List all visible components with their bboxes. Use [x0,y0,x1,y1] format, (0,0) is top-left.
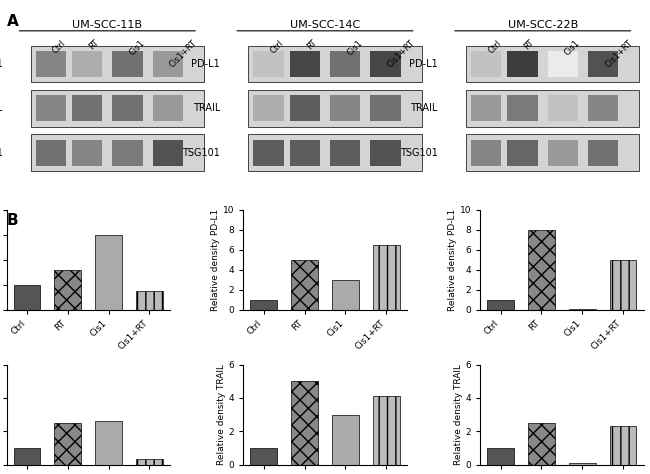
Bar [373,245,400,310]
Text: Cis1+RT: Cis1+RT [385,38,417,69]
Bar [136,291,162,310]
Text: Ctrl: Ctrl [51,38,68,55]
Bar [72,95,102,121]
Bar [528,230,554,310]
Bar [370,140,400,165]
Text: Ctrl: Ctrl [486,38,503,55]
Bar [488,300,514,310]
Bar [508,95,538,121]
Text: PD-L1: PD-L1 [192,59,220,69]
Bar [548,95,578,121]
Text: Cis1+RT: Cis1+RT [603,38,634,69]
Bar [508,140,538,165]
Text: TSG101: TSG101 [182,147,220,157]
Bar [14,448,40,465]
Bar [250,300,277,310]
Y-axis label: Relative density TRAIL: Relative density TRAIL [217,364,226,465]
Text: TSG101: TSG101 [400,147,438,157]
Bar [112,51,142,77]
Bar [488,448,514,465]
Text: TSG101: TSG101 [0,147,3,157]
Bar [471,140,501,165]
Bar [136,459,162,465]
Bar [96,421,122,465]
Bar [36,140,66,165]
Bar [373,396,400,465]
Bar [330,95,360,121]
Bar [291,260,318,310]
Bar [153,51,183,77]
Bar [31,46,204,82]
Bar [332,280,359,310]
Bar [254,51,283,77]
Bar [332,415,359,465]
Bar [291,381,318,465]
Bar [370,51,400,77]
Bar [471,51,501,77]
Bar [290,140,320,165]
Text: Cis1: Cis1 [345,38,364,57]
Text: RT: RT [305,38,318,52]
Bar [96,235,122,310]
Bar [254,95,283,121]
Text: Cis1: Cis1 [127,38,146,57]
Bar [569,463,595,465]
Bar [569,309,595,310]
Text: Cis1: Cis1 [563,38,582,57]
Bar [14,285,40,310]
Bar [588,51,618,77]
Bar [153,140,183,165]
Bar [31,134,204,171]
Bar [55,270,81,310]
Text: A: A [6,14,18,29]
Text: RT: RT [87,38,101,52]
Y-axis label: Relative density PD-L1: Relative density PD-L1 [448,209,457,311]
Bar [248,90,422,127]
Text: RT: RT [523,38,536,52]
Bar [72,51,102,77]
Bar [466,46,640,82]
Y-axis label: Relative density TRAIL: Relative density TRAIL [454,364,463,465]
Bar [588,140,618,165]
Bar [112,140,142,165]
Bar [290,95,320,121]
Bar [112,95,142,121]
Bar [610,426,636,465]
Bar [330,140,360,165]
Bar [250,448,277,465]
Bar [610,260,636,310]
Bar [548,140,578,165]
Bar [330,51,360,77]
Bar [290,51,320,77]
Text: TRAIL: TRAIL [0,103,3,113]
Bar [36,95,66,121]
Text: TRAIL: TRAIL [411,103,438,113]
Bar [153,95,183,121]
Bar [528,423,554,465]
Bar [55,423,81,465]
Bar [248,46,422,82]
Bar [31,90,204,127]
Bar [248,134,422,171]
Bar [72,140,102,165]
Text: B: B [6,213,18,228]
Bar [36,51,66,77]
Text: UM-SCC-22B: UM-SCC-22B [508,20,578,30]
Y-axis label: Relative density PD-L1: Relative density PD-L1 [211,209,220,311]
Text: PD-L1: PD-L1 [0,59,3,69]
Bar [588,95,618,121]
Text: PD-L1: PD-L1 [409,59,438,69]
Text: UM-SCC-11B: UM-SCC-11B [72,20,142,30]
Text: Ctrl: Ctrl [268,38,285,55]
Text: UM-SCC-14C: UM-SCC-14C [290,20,360,30]
Bar [370,95,400,121]
Bar [508,51,538,77]
Text: Cis1+RT: Cis1+RT [168,38,199,69]
Bar [466,90,640,127]
Bar [471,95,501,121]
Bar [548,51,578,77]
Text: TRAIL: TRAIL [193,103,220,113]
Bar [254,140,283,165]
Bar [466,134,640,171]
